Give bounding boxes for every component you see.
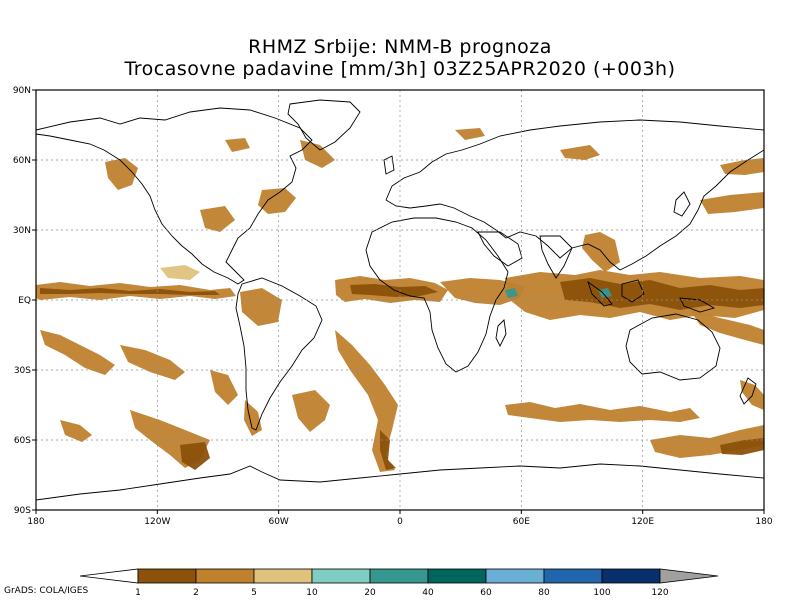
y-tick-label: EQ <box>18 296 31 306</box>
y-tick-label: 60N <box>13 156 31 166</box>
colorbar-label: 40 <box>422 588 434 598</box>
borneo-outline <box>621 279 645 303</box>
colorbar-bin <box>601 568 661 584</box>
precip-south-pacific-west <box>210 370 238 405</box>
sumatra-outline <box>587 280 613 307</box>
colorbar-label: 1 <box>135 588 141 598</box>
british-isles-outline <box>383 155 395 175</box>
africa-outline <box>365 217 509 373</box>
colorbar-bin <box>543 568 603 584</box>
precip-indian-heavy-spot <box>505 288 518 298</box>
colorbar-label: 2 <box>193 588 199 598</box>
colorbar-label: 120 <box>651 588 668 598</box>
y-tick-label: 90N <box>13 86 31 96</box>
precip-indian-ocean-heavy <box>598 288 612 298</box>
y-tick-label: 30N <box>13 226 31 236</box>
north-america-outline <box>36 107 313 285</box>
south-america-outline <box>235 277 323 431</box>
precip-south-atlantic-front-core <box>380 430 396 470</box>
colorbar-bin <box>427 568 487 584</box>
madagascar-outline <box>495 319 507 348</box>
colorbar-bin <box>253 568 313 584</box>
graticule <box>36 90 764 510</box>
colorbar-under-triangle <box>79 568 139 584</box>
precip-maritime-continent-core <box>560 278 764 310</box>
colorbar-label: 5 <box>251 588 257 598</box>
precip-central-africa <box>440 278 525 305</box>
precip-barents <box>455 128 485 140</box>
map-subtitle: Trocasovne padavine [mm/3h] 03Z25APR2020… <box>124 58 676 80</box>
precip-northwest-pacific <box>700 192 764 214</box>
latitude-labels: 90N 60N 30N EQ 30S 60S 90S <box>13 86 36 516</box>
x-tick-label: 0 <box>397 517 403 527</box>
y-tick-label: 90S <box>14 506 31 516</box>
x-tick-label: 180 <box>755 517 772 527</box>
colorbar-label: 10 <box>306 588 318 598</box>
x-tick-label: 60E <box>513 517 530 527</box>
colorbar-over-triangle <box>659 568 719 584</box>
precip-itcz-east-pacific-core <box>40 288 220 295</box>
colorbar-label: 80 <box>538 588 550 598</box>
precip-south-pacific-arc-2 <box>120 345 185 380</box>
precip-us-midwest <box>200 206 235 232</box>
colorbar-bin <box>195 568 255 584</box>
longitude-labels: 180 120W 60W 0 60E 120E 180 <box>27 510 773 527</box>
x-tick-label: 120W <box>144 517 170 527</box>
colorbar-label: 20 <box>364 588 376 598</box>
precip-southern-ocean-east-core <box>720 438 764 455</box>
grads-credit: GrADS: COLA/IGES <box>4 586 89 596</box>
colorbar-label: 100 <box>593 588 610 598</box>
precip-canada-north <box>225 138 250 152</box>
precip-itcz-atlantic-core <box>350 284 438 297</box>
precip-southern-ocean-pacific-core <box>180 442 210 470</box>
precip-east-asia-north <box>720 158 764 175</box>
precip-arctic-siberia <box>560 145 600 160</box>
y-tick-label: 30S <box>14 366 31 376</box>
x-tick-label: 120E <box>631 517 654 527</box>
precip-pacific-northeast-itcz-trace <box>160 265 200 280</box>
japan-outline <box>673 191 691 217</box>
precip-south-pacific-arc <box>40 330 115 375</box>
map-title: RHMZ Srbije: NMM-B prognoza <box>248 36 552 58</box>
x-tick-label: 60W <box>268 517 288 527</box>
precip-south-pacific-east-ocean <box>60 420 92 442</box>
precip-south-indian-ocean <box>505 402 700 422</box>
precip-south-atlantic-mid <box>292 390 330 432</box>
precip-south-pacific-band <box>690 310 764 345</box>
australia-outline <box>625 313 721 381</box>
colorbar-bin <box>485 568 545 584</box>
greenland-outline <box>287 99 361 151</box>
new-zealand-outline <box>739 377 757 405</box>
colorbar-bin <box>311 568 371 584</box>
antarctica-outline <box>36 463 764 501</box>
precip-north-atlantic <box>300 140 335 168</box>
x-tick-label: 180 <box>27 517 44 527</box>
arabia-outline <box>477 231 523 267</box>
india-outline <box>539 235 573 279</box>
colorbar-label: 60 <box>480 588 492 598</box>
y-tick-label: 60S <box>14 436 31 446</box>
precip-drake-passage <box>244 400 262 436</box>
precipitation-field <box>36 128 764 472</box>
precip-amazon <box>240 288 282 326</box>
precip-gulf-of-alaska <box>105 158 138 190</box>
colorbar-bin <box>369 568 429 584</box>
colorbar: 1 2 5 10 20 40 60 80 100 120 <box>79 568 719 598</box>
eurasia-outline <box>385 119 764 271</box>
colorbar-bin <box>137 568 197 584</box>
precip-us-east-coast <box>258 188 296 214</box>
